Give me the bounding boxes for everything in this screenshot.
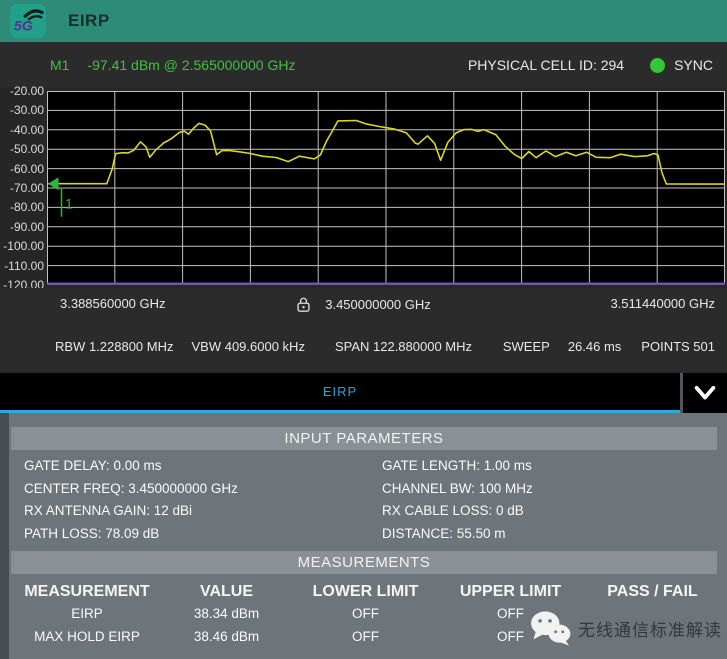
y-axis-tick-label: -20.00 xyxy=(9,84,44,98)
spectrum-chart: -20.00 -30.00 -40.00 -50.00 -60.00 -70.00 -80.… xyxy=(0,84,727,292)
row-maxhold-value: 38.46 dBm xyxy=(193,629,260,644)
trace-plot: 1 xyxy=(47,91,725,285)
start-frequency-label: 3.388560000 GHz xyxy=(60,296,166,311)
app-header: 5G EIRP xyxy=(0,0,727,42)
sweep-label: SWEEP xyxy=(502,339,550,354)
expand-results-button[interactable] xyxy=(683,373,727,413)
svg-text:1: 1 xyxy=(65,196,73,212)
y-axis-tick-label: -80.00 xyxy=(9,200,44,215)
results-panel: INPUT PARAMETERS GATE DELAY: 0.00 ms GAT… xyxy=(0,413,727,659)
measurement-selector[interactable]: EIRP xyxy=(0,373,680,413)
col-header-value: VALUE xyxy=(199,583,254,600)
measurement-selector-value: EIRP xyxy=(322,384,358,399)
sync-status-icon xyxy=(650,57,666,73)
y-axis-tick-label: -90.00 xyxy=(9,219,44,234)
chevron-down-icon xyxy=(694,385,716,400)
row-maxhold-upper: OFF xyxy=(497,629,524,644)
page-title: EIRP xyxy=(68,11,110,30)
y-axis-tick-label: -100.00 xyxy=(3,239,44,254)
sweep-settings-bar: RBW 1.228800 MHz VBW 409.6000 kHz SPAN 1… xyxy=(0,320,727,373)
param-path-loss: PATH LOSS: 78.09 dB xyxy=(24,525,160,541)
y-axis-tick-label: -30.00 xyxy=(9,103,44,118)
row-eirp-value: 38.34 dBm xyxy=(193,606,260,621)
sync-label: SYNC xyxy=(674,57,713,73)
rbw-value: RBW 1.228800 MHz xyxy=(55,339,174,354)
col-header-pass-fail: PASS / FAIL xyxy=(607,583,698,600)
col-header-measurement: MEASUREMENT xyxy=(24,583,150,600)
y-axis-tick-label: -70.00 xyxy=(9,181,44,195)
row-eirp-lower: OFF xyxy=(352,606,379,621)
row-eirp-upper: OFF xyxy=(497,606,524,621)
center-frequency-label: 3.450000000 GHz xyxy=(325,297,431,312)
input-parameters-header: INPUT PARAMETERS xyxy=(11,427,717,450)
param-channel-bw: CHANNEL BW: 100 MHz xyxy=(382,480,533,496)
param-gate-delay: GATE DELAY: 0.00 ms xyxy=(24,458,162,473)
5g-app-icon[interactable]: 5G xyxy=(10,4,46,38)
watermark-text: 无线通信标准解读 xyxy=(578,620,722,640)
points-value: POINTS 501 xyxy=(641,339,715,354)
physical-cell-id: PHYSICAL CELL ID: 294 xyxy=(467,57,625,73)
y-axis-tick-label: -40.00 xyxy=(9,122,44,137)
y-axis-tick-label: -60.00 xyxy=(9,161,44,176)
param-gate-length: GATE LENGTH: 1.00 ms xyxy=(382,458,532,473)
marker-reading: -97.41 dBm @ 2.565000000 GHz xyxy=(87,57,296,73)
param-rx-cable-loss: RX CABLE LOSS: 0 dB xyxy=(382,503,524,518)
measurements-table: MEASUREMENT VALUE LOWER LIMIT UPPER LIMI… xyxy=(9,574,727,648)
stop-frequency-label: 3.511440000 GHz xyxy=(610,296,715,311)
marker-id-label: M1 xyxy=(50,57,70,73)
x-axis-bar: 3.388560000 GHz 3.450000000 GHz 3.511440… xyxy=(0,288,727,320)
watermark: 无线通信标准解读 xyxy=(529,610,722,646)
row-eirp-name: EIRP xyxy=(71,606,103,621)
svg-text:5G: 5G xyxy=(14,17,33,33)
5g-logo-icon: 5G xyxy=(14,9,44,33)
plot-area[interactable]: 1 xyxy=(47,91,725,285)
input-parameters-grid: GATE DELAY: 0.00 ms GATE LENGTH: 1.00 ms… xyxy=(9,455,727,545)
row-maxhold-name: MAX HOLD EIRP xyxy=(34,629,140,644)
sweep-time-value: 26.46 ms xyxy=(567,339,622,354)
marker-status-bar: M1 -97.41 dBm @ 2.565000000 GHz PHYSICAL… xyxy=(0,42,727,88)
y-axis-tick-label: -50.00 xyxy=(9,142,44,157)
param-distance: DISTANCE: 55.50 m xyxy=(382,525,506,541)
y-axis-tick-label: -110.00 xyxy=(4,258,44,273)
measurement-selector-bar: EIRP xyxy=(0,373,727,413)
param-rx-antenna-gain: RX ANTENNA GAIN: 12 dBi xyxy=(24,503,193,518)
vbw-value: VBW 409.6000 kHz xyxy=(191,339,305,354)
row-maxhold-lower: OFF xyxy=(352,629,379,644)
span-value: SPAN 122.880000 MHz xyxy=(334,339,473,354)
measurements-header: MEASUREMENTS xyxy=(11,551,717,574)
wechat-icon xyxy=(531,611,571,646)
param-center-freq: CENTER FREQ: 3.450000000 GHz xyxy=(24,480,238,496)
lock-icon[interactable] xyxy=(296,296,311,313)
col-header-lower-limit: LOWER LIMIT xyxy=(312,583,419,600)
col-header-upper-limit: UPPER LIMIT xyxy=(459,583,562,600)
